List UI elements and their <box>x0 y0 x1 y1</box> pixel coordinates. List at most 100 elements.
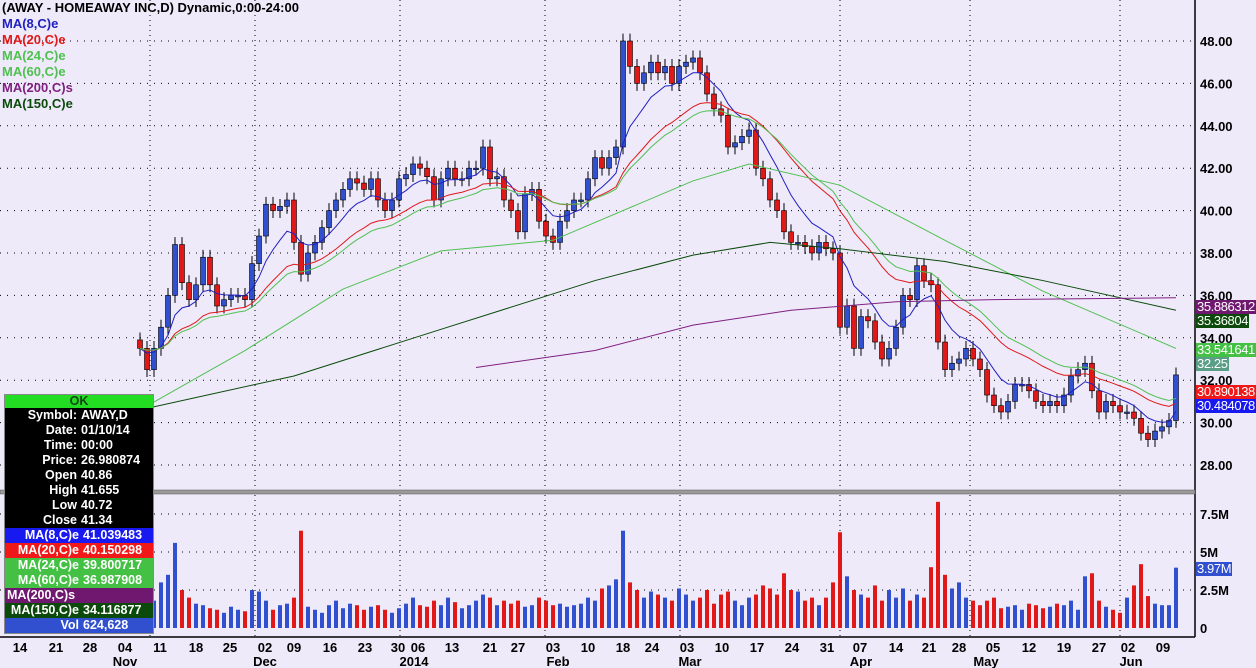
candle <box>263 196 269 244</box>
price-tick-label: 38.00 <box>1200 246 1233 261</box>
candle-body <box>753 129 759 169</box>
volume-bar <box>628 582 632 628</box>
candle <box>452 160 458 187</box>
volume-bar <box>852 590 856 628</box>
volume-bar <box>1020 609 1024 628</box>
volume-bar <box>656 594 660 628</box>
volume-bar <box>649 591 653 628</box>
candle-body <box>697 57 703 74</box>
candle-body <box>1068 375 1074 396</box>
candle-body <box>781 210 787 233</box>
candle <box>795 234 801 250</box>
candle-body <box>1047 401 1053 406</box>
candle <box>1124 404 1130 420</box>
volume-bar <box>985 600 989 628</box>
candle <box>536 181 542 229</box>
candle <box>438 171 444 208</box>
tooltip-value: 40.86 <box>81 468 113 482</box>
candle <box>942 334 948 378</box>
candle <box>1138 410 1144 441</box>
x-tick-label: 04 <box>118 640 133 655</box>
x-tick-label: 02 <box>258 640 272 655</box>
tooltip-row: Symbol: AWAY,D <box>5 408 153 423</box>
volume-bar <box>929 567 933 628</box>
candle-body <box>1138 418 1144 434</box>
tooltip-key: Date: <box>45 423 77 437</box>
volume-bar <box>866 597 870 628</box>
candle-body <box>1033 390 1039 402</box>
legend-ma20[interactable]: MA(20,C)e <box>2 32 66 47</box>
volume-bar <box>1111 609 1115 628</box>
candle-body <box>620 40 626 148</box>
candle-body <box>193 284 199 300</box>
candle-body <box>585 178 591 201</box>
candle-body <box>1145 432 1151 440</box>
legend-ma200[interactable]: MA(200,C)s <box>2 80 73 95</box>
volume-bar <box>502 600 506 628</box>
legend-ma24[interactable]: MA(24,C)e <box>2 48 66 63</box>
volume-bar <box>1097 600 1101 628</box>
x-tick-label: 21 <box>483 640 497 655</box>
candle-body <box>263 203 269 237</box>
candle-body <box>1110 401 1116 406</box>
volume-bar <box>810 597 814 628</box>
x-tick-label: 16 <box>323 640 337 655</box>
moving-average-line <box>139 163 1177 411</box>
price-tick-label: 46.00 <box>1200 76 1233 91</box>
candle <box>802 234 808 255</box>
candle-body <box>732 142 738 148</box>
legend-ma60[interactable]: MA(60,C)e <box>2 64 66 79</box>
volume-bar <box>712 603 716 628</box>
candle-body <box>522 193 528 233</box>
candle <box>1145 425 1151 447</box>
candle-body <box>1026 384 1032 392</box>
candle-body <box>921 265 927 281</box>
candle-body <box>487 146 493 180</box>
price-tick-label: 48.00 <box>1200 34 1233 49</box>
volume-bar <box>1027 603 1031 628</box>
volume-bar <box>621 530 625 628</box>
candle <box>515 203 521 240</box>
x-tick-label: 30 <box>391 640 405 655</box>
moving-average-line <box>139 102 1177 407</box>
candle-body <box>1103 401 1109 413</box>
candle <box>1103 393 1109 420</box>
volume-bar <box>439 605 443 628</box>
volume-bar <box>803 600 807 628</box>
candle <box>914 258 920 308</box>
x-tick-label: 10 <box>581 640 595 655</box>
legend-ma8[interactable]: MA(8,C)e <box>2 16 59 31</box>
legend-ma150[interactable]: MA(150,C)e <box>2 96 73 111</box>
candle <box>977 351 983 378</box>
candle-body <box>690 57 696 63</box>
candle <box>417 156 423 176</box>
x-tick-label: 27 <box>1092 640 1106 655</box>
candle-body <box>277 206 283 211</box>
candle-body <box>1152 430 1158 440</box>
price-tick-label: 30.00 <box>1200 416 1233 431</box>
x-tick-label: 11 <box>153 640 167 655</box>
volume-bar <box>1090 573 1094 628</box>
candle-body <box>865 316 871 322</box>
chart-legend: (AWAY - HOMEAWAY INC,D) Dynamic,0:00-24:… <box>2 0 299 112</box>
axis-value-label: 35.36804 <box>1196 313 1250 328</box>
tooltip-status[interactable]: OK <box>5 395 153 408</box>
axis-value-label: 30.484078 <box>1196 398 1256 413</box>
volume-bar <box>390 612 394 628</box>
candle <box>760 160 766 187</box>
candle <box>200 249 206 293</box>
x-tick-label: 17 <box>750 640 764 655</box>
price-tick-label: 40.00 <box>1200 204 1233 219</box>
tooltip-value: 39.800717 <box>83 558 143 572</box>
tooltip-key: Price: <box>42 453 77 467</box>
candle <box>879 334 885 367</box>
x-tick-label: 03 <box>680 640 694 655</box>
candle <box>809 239 815 261</box>
candle <box>333 192 339 219</box>
volume-bar <box>901 588 905 628</box>
tooltip-value: 01/10/14 <box>81 423 130 437</box>
candle-body <box>844 305 850 328</box>
candle-body <box>942 341 948 370</box>
